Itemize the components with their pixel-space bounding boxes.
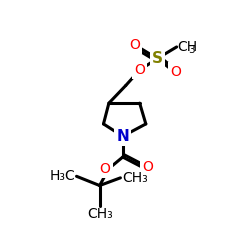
Text: O: O: [129, 38, 140, 52]
Text: CH: CH: [178, 40, 198, 54]
Text: N: N: [116, 129, 129, 144]
Text: H₃C: H₃C: [49, 169, 75, 183]
Text: CH₃: CH₃: [87, 207, 113, 221]
Text: 3: 3: [188, 45, 195, 55]
Text: S: S: [152, 51, 163, 66]
Text: O: O: [170, 64, 181, 78]
Text: O: O: [142, 160, 153, 174]
Text: CH₃: CH₃: [122, 171, 148, 185]
Text: O: O: [134, 63, 145, 77]
Text: O: O: [100, 162, 110, 175]
